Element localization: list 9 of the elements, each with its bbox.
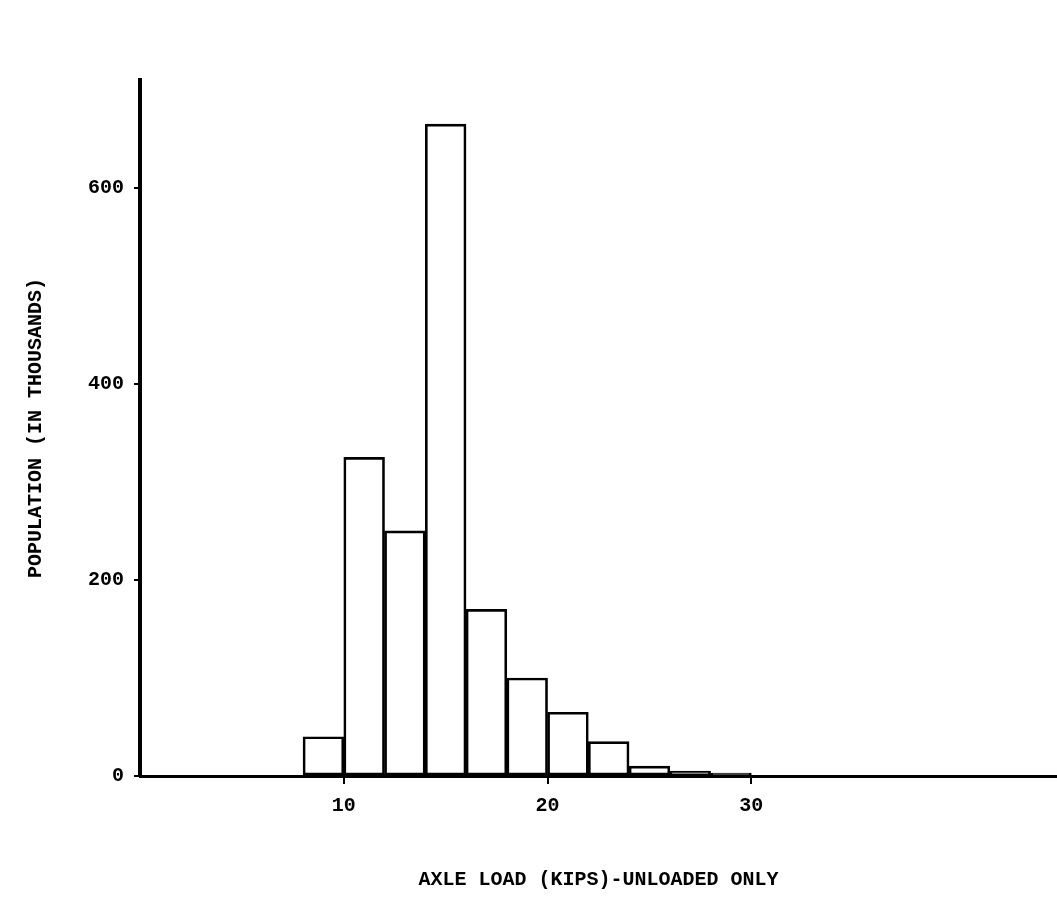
x-axis-title: AXLE LOAD (KIPS)-UNLOADED ONLY xyxy=(418,868,779,892)
y-axis-title: POPULATION (IN THOUSANDS) xyxy=(24,277,48,579)
x-tick-label: 10 xyxy=(331,794,356,818)
y-tick-label: 0 xyxy=(111,764,125,788)
x-tick-label: 30 xyxy=(739,794,764,818)
y-tick-label: 600 xyxy=(87,175,125,199)
y-tick-label: 200 xyxy=(87,567,125,591)
x-tick-label: 20 xyxy=(535,794,560,818)
y-tick-label: 400 xyxy=(87,371,125,395)
